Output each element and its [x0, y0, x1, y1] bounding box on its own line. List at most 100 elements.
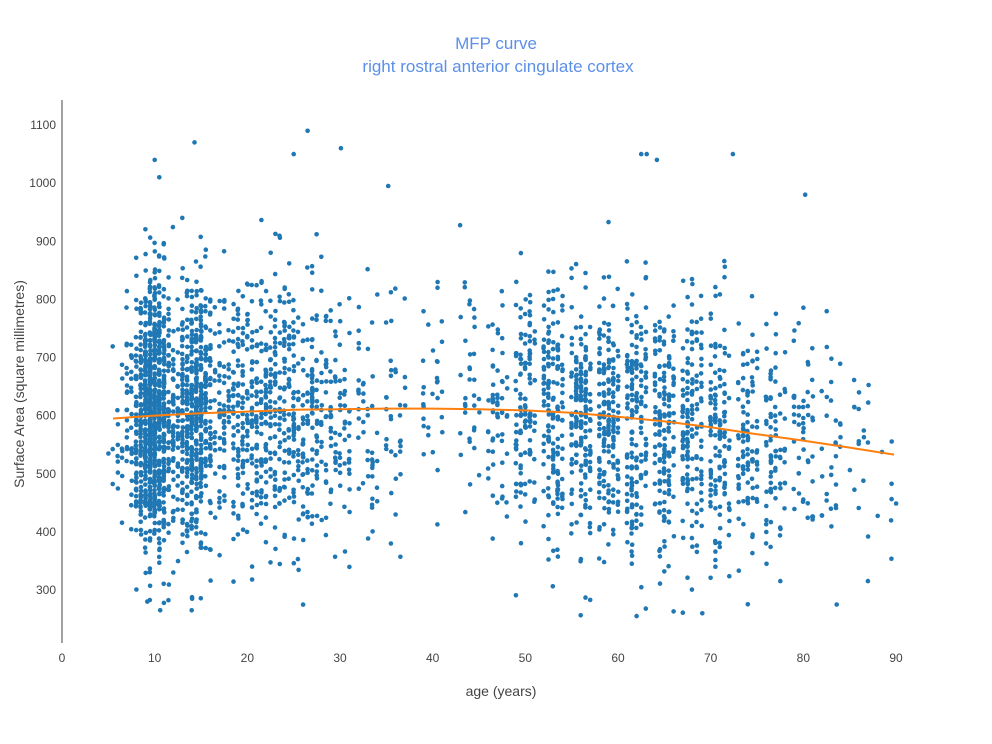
- data-point: [633, 442, 639, 448]
- data-point: [198, 309, 204, 315]
- data-point: [550, 321, 556, 326]
- data-point: [138, 300, 144, 306]
- data-point: [463, 403, 468, 409]
- data-point: [143, 465, 148, 470]
- data-point: [291, 395, 296, 401]
- data-point: [148, 332, 153, 338]
- data-point: [152, 275, 158, 281]
- data-point: [309, 270, 315, 276]
- data-point: [152, 453, 157, 459]
- data-point: [578, 376, 584, 382]
- data-point: [295, 459, 301, 464]
- data-point: [578, 481, 584, 486]
- data-point: [157, 290, 162, 295]
- data-point: [777, 525, 783, 530]
- data-point: [634, 479, 639, 485]
- data-point: [671, 609, 676, 614]
- data-point: [189, 360, 195, 365]
- data-point: [560, 293, 565, 299]
- data-point: [162, 348, 167, 353]
- data-point: [226, 414, 232, 420]
- data-point: [161, 470, 167, 475]
- data-point: [583, 406, 589, 412]
- data-point: [792, 419, 797, 425]
- data-point: [268, 330, 274, 335]
- data-point: [805, 501, 811, 506]
- data-point: [370, 374, 376, 379]
- data-point: [690, 544, 695, 549]
- data-point: [194, 327, 199, 333]
- data-point: [240, 447, 246, 452]
- data-point: [138, 329, 144, 335]
- data-point: [698, 371, 704, 376]
- data-point: [171, 409, 176, 414]
- data-point: [217, 321, 222, 327]
- data-point: [157, 175, 162, 180]
- data-point: [616, 410, 621, 415]
- data-point: [606, 459, 612, 465]
- data-point: [629, 441, 635, 447]
- data-point: [661, 518, 667, 523]
- data-point: [634, 502, 639, 508]
- scatter-points: [106, 128, 899, 619]
- data-point: [777, 481, 783, 487]
- data-point: [477, 410, 482, 415]
- data-point: [750, 457, 755, 462]
- data-point: [148, 451, 153, 457]
- data-point: [388, 541, 394, 546]
- data-point: [143, 537, 148, 542]
- data-point: [287, 495, 292, 501]
- data-point: [268, 560, 273, 565]
- data-point: [569, 370, 574, 376]
- data-point: [286, 412, 292, 417]
- data-point: [722, 492, 727, 497]
- data-point: [639, 419, 644, 425]
- data-point: [165, 368, 171, 374]
- data-point: [792, 506, 797, 512]
- data-point: [694, 519, 699, 525]
- data-point: [601, 470, 607, 475]
- data-point: [221, 463, 227, 469]
- data-point: [546, 428, 551, 434]
- data-point: [596, 490, 602, 495]
- data-point: [773, 427, 778, 432]
- data-point: [272, 451, 278, 457]
- data-point: [240, 395, 245, 400]
- data-point: [180, 400, 185, 406]
- data-point: [142, 501, 148, 506]
- data-point: [272, 400, 278, 405]
- data-point: [694, 543, 700, 548]
- data-point: [698, 476, 704, 482]
- data-point: [184, 501, 190, 507]
- data-point: [657, 548, 662, 554]
- data-point: [309, 468, 315, 473]
- data-point: [161, 242, 166, 247]
- data-point: [185, 344, 190, 350]
- data-point: [685, 449, 690, 454]
- data-point: [189, 472, 195, 477]
- data-point: [106, 451, 111, 456]
- data-point: [222, 475, 227, 480]
- data-point: [254, 429, 260, 435]
- data-point: [145, 599, 150, 604]
- data-point: [726, 353, 732, 359]
- data-point: [736, 568, 742, 573]
- data-point: [439, 414, 445, 420]
- data-point: [573, 373, 579, 379]
- data-point: [388, 290, 394, 295]
- data-point: [504, 451, 510, 457]
- data-point: [231, 349, 236, 355]
- data-point: [198, 384, 204, 389]
- data-point: [652, 460, 658, 466]
- data-point: [230, 404, 236, 410]
- data-point: [267, 450, 273, 456]
- data-point: [309, 391, 315, 397]
- data-point: [203, 399, 209, 405]
- data-point: [342, 461, 347, 466]
- data-point: [861, 478, 866, 484]
- data-point: [314, 232, 319, 237]
- data-point: [231, 579, 236, 584]
- data-point: [259, 411, 264, 416]
- data-point: [389, 318, 394, 324]
- data-point: [639, 399, 644, 404]
